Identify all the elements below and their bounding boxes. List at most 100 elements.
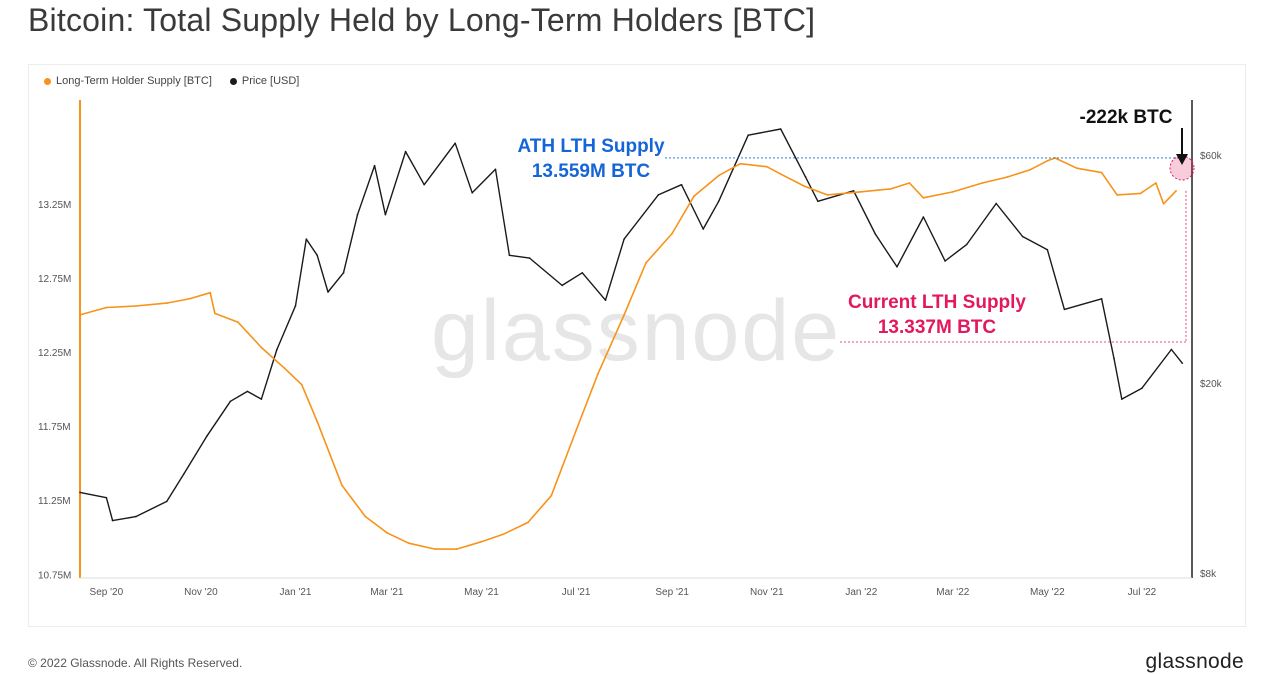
price-point bbox=[779, 128, 782, 130]
lth-supply-point bbox=[596, 373, 599, 376]
lth-supply-point bbox=[1006, 176, 1008, 178]
lth-supply-point bbox=[1054, 157, 1057, 159]
lth-supply-point bbox=[105, 306, 108, 309]
legend-swatch-lth-supply bbox=[44, 77, 51, 85]
x-tick-label: May '21 bbox=[464, 587, 499, 598]
lth-supply-point bbox=[480, 540, 483, 543]
lth-supply-point bbox=[671, 232, 674, 235]
price-point bbox=[260, 398, 263, 400]
price-point bbox=[135, 515, 137, 518]
lth-supply-point bbox=[889, 188, 892, 190]
lth-supply-point bbox=[550, 494, 553, 497]
price-point bbox=[528, 257, 531, 259]
lth-supply-point bbox=[826, 193, 829, 196]
price-point bbox=[944, 260, 946, 262]
price-point bbox=[896, 266, 898, 268]
price-point bbox=[327, 291, 329, 293]
lth-supply-point bbox=[165, 302, 168, 304]
lth-supply-point bbox=[300, 383, 303, 386]
y-left-tick-label: 11.25M bbox=[38, 496, 71, 507]
price-point bbox=[454, 142, 456, 145]
price-point bbox=[423, 183, 425, 186]
y-left-tick-label: 10.75M bbox=[38, 570, 71, 581]
price-point bbox=[817, 200, 819, 203]
x-tick-label: Sep '21 bbox=[655, 587, 689, 598]
price-point bbox=[1021, 235, 1024, 238]
lth-supply-point bbox=[908, 182, 911, 184]
y-right-tick-label: $8k bbox=[1200, 569, 1217, 580]
legend-item-price[interactable]: Price [USD] bbox=[229, 75, 299, 87]
price-point bbox=[229, 400, 232, 403]
lth-supply-point bbox=[951, 190, 954, 193]
y-left-tick-label: 12.75M bbox=[38, 274, 71, 285]
annotation-ath-line: ATH LTH Supply bbox=[517, 136, 664, 157]
y-left-tick-label: 11.75M bbox=[38, 422, 71, 433]
lth-supply-point bbox=[1075, 167, 1078, 170]
lth-supply-point bbox=[922, 196, 925, 199]
price-point bbox=[206, 434, 208, 437]
x-tick-label: Jan '22 bbox=[845, 587, 877, 598]
lth-supply-point bbox=[189, 297, 191, 300]
price-point bbox=[316, 254, 318, 257]
lth-supply-point bbox=[739, 162, 742, 165]
price-point bbox=[105, 496, 108, 499]
x-tick-label: Mar '21 bbox=[370, 587, 403, 598]
lth-supply-point bbox=[455, 548, 458, 550]
legend-item-lth-supply[interactable]: Long-Term Holder Supply [BTC] bbox=[44, 75, 212, 87]
annotation-diff-line: -222k BTC bbox=[1080, 107, 1173, 128]
price-point bbox=[111, 519, 114, 522]
lth-supply-point bbox=[283, 367, 286, 370]
lth-supply-point bbox=[693, 195, 695, 198]
x-tick-label: May '22 bbox=[1030, 587, 1065, 598]
price-point bbox=[623, 238, 625, 240]
y-right-tick-label: $60k bbox=[1200, 151, 1223, 162]
price-point bbox=[1113, 357, 1115, 360]
x-tick-label: Jan '21 bbox=[280, 587, 312, 598]
price-point bbox=[995, 202, 998, 205]
lth-supply-point bbox=[1175, 189, 1177, 192]
lth-supply-point bbox=[1116, 193, 1119, 196]
price-point bbox=[702, 228, 705, 230]
price-point bbox=[604, 299, 607, 301]
price-point bbox=[246, 390, 249, 393]
price-point bbox=[471, 192, 474, 194]
price-point bbox=[305, 238, 308, 240]
lth-supply-point bbox=[341, 484, 343, 487]
price-point bbox=[294, 305, 297, 307]
x-tick-label: Nov '20 bbox=[184, 587, 218, 598]
price-point bbox=[1046, 248, 1049, 251]
lth-supply-point bbox=[779, 173, 782, 176]
price-point bbox=[561, 284, 563, 287]
footer-logo[interactable]: glassnode bbox=[1145, 650, 1244, 673]
price-point bbox=[494, 168, 497, 171]
lth-supply-point bbox=[575, 429, 577, 432]
lth-supply-point bbox=[134, 305, 137, 307]
lth-supply-point bbox=[502, 533, 505, 536]
x-tick-label: Nov '21 bbox=[750, 587, 784, 598]
price-point bbox=[384, 213, 387, 216]
price-point bbox=[356, 213, 359, 216]
price-point bbox=[852, 189, 855, 192]
watermark-text: glassnode bbox=[431, 283, 841, 379]
annotation-ath-line: 13.559M BTC bbox=[532, 161, 651, 182]
footer-copyright: © 2022 Glassnode. All Rights Reserved. bbox=[28, 656, 243, 670]
lth-supply-point bbox=[1162, 202, 1165, 205]
lth-supply-point bbox=[1154, 182, 1157, 184]
lth-supply-point bbox=[765, 165, 768, 168]
chart-legend: Long-Term Holder Supply [BTC] Price [USD… bbox=[44, 75, 299, 87]
price-point bbox=[342, 272, 345, 274]
y-left-tick-label: 13.25M bbox=[38, 200, 71, 211]
lth-supply-point bbox=[527, 521, 529, 524]
lth-supply-point bbox=[623, 314, 626, 316]
legend-swatch-price bbox=[229, 77, 237, 85]
y-right-tick-label: $20k bbox=[1200, 379, 1223, 390]
price-point bbox=[965, 243, 968, 246]
price-point bbox=[166, 500, 168, 503]
lth-supply-point bbox=[213, 312, 216, 315]
diff-arrow-head bbox=[1176, 154, 1188, 165]
lth-supply-point bbox=[79, 314, 81, 316]
lth-supply-point bbox=[803, 185, 805, 187]
price-point bbox=[922, 216, 925, 218]
lth-supply-point bbox=[237, 321, 240, 324]
